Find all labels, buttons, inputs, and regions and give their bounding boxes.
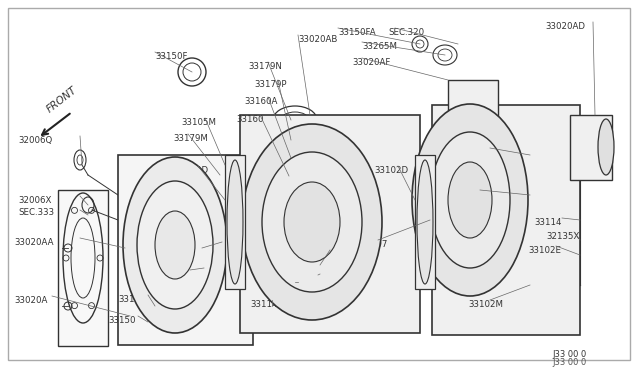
Text: 33197: 33197 bbox=[360, 240, 387, 249]
Text: 33150FA: 33150FA bbox=[338, 28, 376, 37]
Text: 33105A: 33105A bbox=[474, 148, 508, 157]
Text: 33020AA: 33020AA bbox=[14, 238, 54, 247]
Text: 33265M: 33265M bbox=[362, 42, 397, 51]
Text: 33179N: 33179N bbox=[248, 62, 282, 71]
Text: 33102M: 33102M bbox=[468, 300, 503, 309]
Ellipse shape bbox=[137, 181, 213, 309]
Text: 33114M: 33114M bbox=[250, 300, 285, 309]
Ellipse shape bbox=[417, 160, 433, 284]
Text: 33102E: 33102E bbox=[528, 246, 561, 255]
Text: 33102D: 33102D bbox=[374, 166, 408, 175]
Bar bbox=[225, 155, 245, 289]
Ellipse shape bbox=[242, 124, 382, 320]
Text: 33185M: 33185M bbox=[184, 248, 219, 257]
Text: 33150: 33150 bbox=[108, 316, 136, 325]
Ellipse shape bbox=[155, 211, 195, 279]
Ellipse shape bbox=[284, 182, 340, 262]
Text: 33150F: 33150F bbox=[155, 52, 188, 61]
Text: 33114N: 33114N bbox=[118, 295, 152, 304]
Text: 33160A: 33160A bbox=[244, 97, 277, 106]
Text: (2): (2) bbox=[308, 286, 320, 295]
Ellipse shape bbox=[448, 162, 492, 238]
Ellipse shape bbox=[123, 157, 227, 333]
Text: 33179M: 33179M bbox=[173, 134, 208, 143]
Text: 33020AF: 33020AF bbox=[352, 58, 390, 67]
Ellipse shape bbox=[598, 119, 614, 175]
Text: 32135X: 32135X bbox=[546, 232, 579, 241]
Text: 33179P: 33179P bbox=[254, 80, 287, 89]
Bar bbox=[118, 155, 253, 345]
Text: 32006Q: 32006Q bbox=[18, 136, 52, 145]
Ellipse shape bbox=[430, 132, 510, 268]
Ellipse shape bbox=[262, 152, 362, 292]
Text: SEC.333: SEC.333 bbox=[18, 208, 54, 217]
Text: 33105M: 33105M bbox=[181, 118, 216, 127]
Text: 33102D: 33102D bbox=[174, 166, 208, 175]
Bar bbox=[432, 105, 580, 335]
Text: 33020AE: 33020AE bbox=[444, 190, 483, 199]
Text: 32103M: 32103M bbox=[270, 282, 305, 291]
Text: 33114: 33114 bbox=[534, 218, 561, 227]
Bar bbox=[415, 155, 435, 289]
Bar bbox=[448, 80, 498, 118]
Text: J33 00 0: J33 00 0 bbox=[552, 350, 586, 359]
Text: 33105: 33105 bbox=[162, 270, 189, 279]
Text: 33160: 33160 bbox=[236, 115, 264, 124]
Ellipse shape bbox=[227, 160, 243, 284]
Bar bbox=[58, 190, 108, 346]
Ellipse shape bbox=[412, 104, 528, 296]
Text: SEC.320: SEC.320 bbox=[388, 28, 424, 37]
Text: 32006X: 32006X bbox=[18, 196, 51, 205]
Text: 33020AD: 33020AD bbox=[545, 22, 585, 31]
Text: 33020A: 33020A bbox=[14, 296, 47, 305]
Text: 33020AB: 33020AB bbox=[298, 35, 337, 44]
Text: 33020AC: 33020AC bbox=[314, 250, 353, 259]
Text: J33 00 0: J33 00 0 bbox=[552, 358, 586, 367]
Text: 08363-61662: 08363-61662 bbox=[292, 274, 350, 283]
Bar bbox=[240, 115, 420, 333]
Text: FRONT: FRONT bbox=[45, 85, 79, 115]
Bar bbox=[570, 115, 612, 180]
